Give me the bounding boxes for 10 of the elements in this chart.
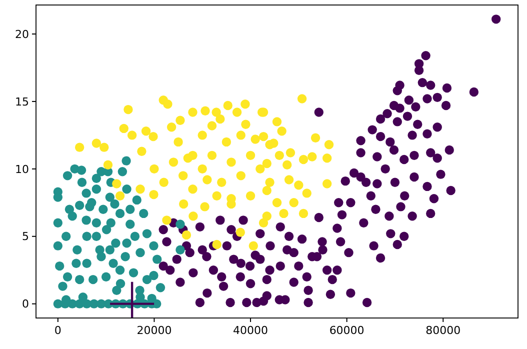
y-tick-label: 5 <box>22 230 29 244</box>
x-tick-label: 0 <box>54 324 62 337</box>
x-tick-label: 60000 <box>329 324 364 337</box>
x-tick-label: 20000 <box>136 324 172 337</box>
y-tick-label: 0 <box>22 298 29 311</box>
x-tick-label: 40000 <box>233 324 268 337</box>
x-tick-label: 80000 <box>426 324 461 337</box>
y-tick-label: 20 <box>15 28 29 41</box>
y-tick-label: 15 <box>15 95 29 108</box>
y-tick-label: 10 <box>15 162 29 176</box>
